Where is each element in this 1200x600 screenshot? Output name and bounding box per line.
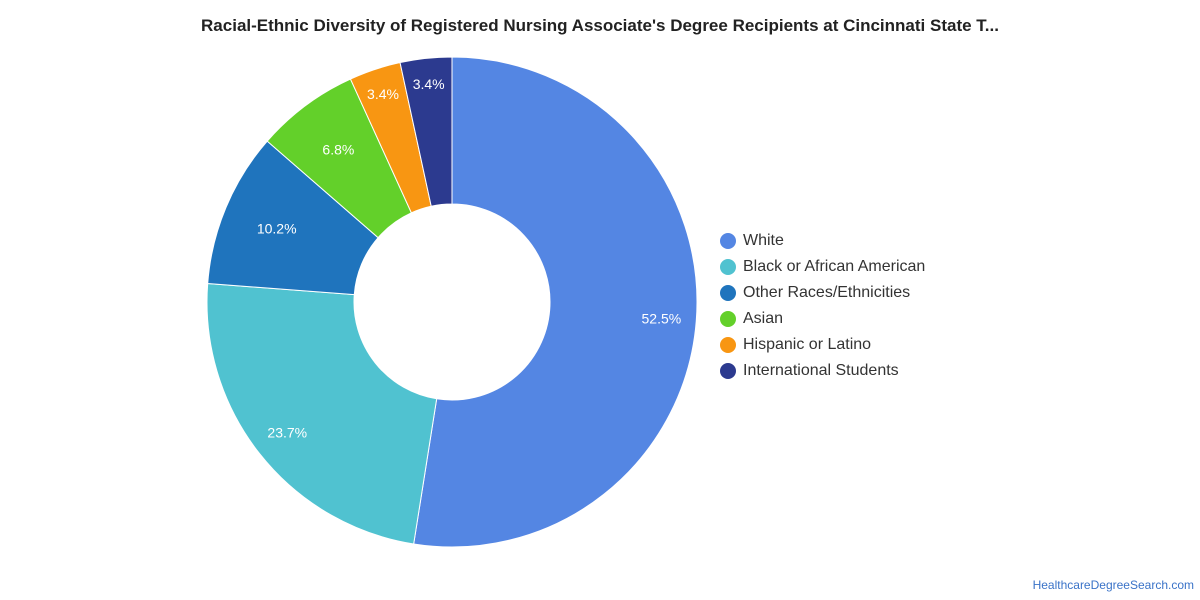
slice-international-students[interactable] [399, 56, 453, 207]
slice-white[interactable] [413, 56, 698, 548]
legend-label: Hispanic or Latino [743, 336, 872, 353]
slice-black-or-african-american[interactable] [206, 283, 438, 545]
legend-swatch-icon [720, 285, 736, 301]
legend-item-black-or-african-american[interactable]: Black or African American [720, 254, 925, 280]
slice-label-other-races-ethnicities: 10.2% [257, 221, 297, 237]
donut-slices [206, 56, 698, 548]
legend-label: International Students [743, 362, 899, 379]
slice-label-black-or-african-american: 23.7% [267, 424, 307, 440]
slice-label-hispanic-or-latino: 3.4% [367, 86, 399, 102]
slice-label-white: 52.5% [642, 310, 682, 326]
slice-label-asian: 6.8% [322, 142, 354, 158]
legend-swatch-icon [720, 363, 736, 379]
slice-labels: 52.5% 23.7% 10.2% 6.8% 3.4% 3.4% [257, 76, 681, 440]
chart-title: Racial-Ethnic Diversity of Registered Nu… [201, 16, 999, 35]
chart-legend: White Black or African American Other Race… [720, 228, 925, 384]
legend-label: Black or African American [743, 258, 926, 275]
legend-swatch-icon [720, 233, 736, 249]
source-link[interactable]: HealthcareDegreeSearch.com [1032, 578, 1194, 592]
legend-swatch-icon [720, 311, 736, 327]
legend-item-white[interactable]: White [720, 228, 925, 254]
legend-label: Asian [743, 310, 784, 327]
slice-label-international-students: 3.4% [413, 76, 445, 92]
legend-item-hispanic-or-latino[interactable]: Hispanic or Latino [720, 332, 925, 358]
legend-item-other-races-ethnicities[interactable]: Other Races/Ethnicities [720, 280, 925, 306]
legend-item-international-students[interactable]: International Students [720, 358, 925, 384]
legend-label: White [743, 232, 784, 249]
legend-swatch-icon [720, 259, 736, 275]
legend-swatch-icon [720, 337, 736, 353]
legend-label: Other Races/Ethnicities [743, 284, 911, 301]
legend-item-asian[interactable]: Asian [720, 306, 925, 332]
slice-other-races-ethnicities[interactable] [207, 140, 379, 296]
